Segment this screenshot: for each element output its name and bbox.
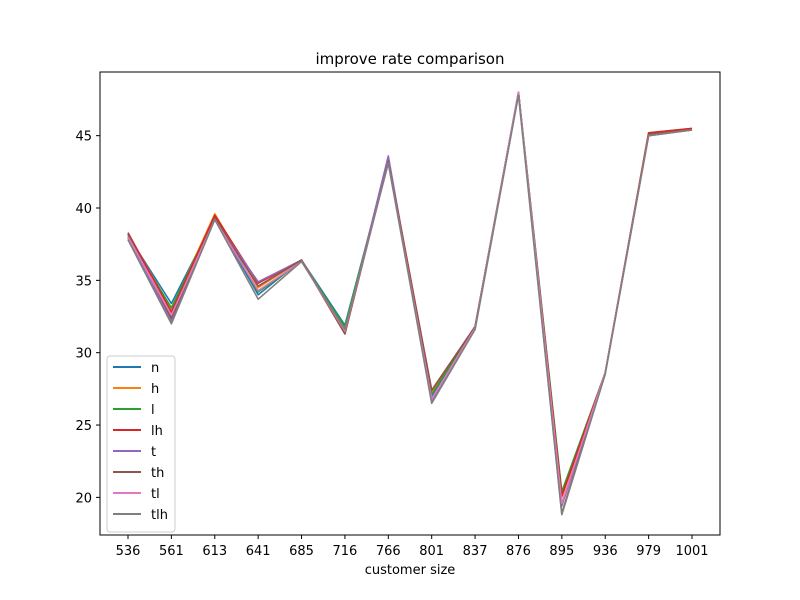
legend-label-l: l xyxy=(151,403,155,418)
y-tick-label: 20 xyxy=(75,491,92,506)
series-layer xyxy=(127,91,693,516)
y-tick-label: 30 xyxy=(75,347,92,362)
legend-label-tlh: tlh xyxy=(151,508,168,523)
y-axis: 20 25 30 35 40 45 xyxy=(75,130,100,506)
x-tick-label: 895 xyxy=(549,544,574,559)
series-line-l xyxy=(127,91,693,493)
series-line-h xyxy=(127,92,693,499)
y-tick-label: 25 xyxy=(75,419,92,434)
legend-label-h: h xyxy=(151,382,159,397)
x-axis-label: customer size xyxy=(365,563,456,578)
x-tick-label: 561 xyxy=(159,544,184,559)
y-tick-label: 45 xyxy=(75,130,92,145)
x-tick-label: 716 xyxy=(333,544,358,559)
legend-label-lh: lh xyxy=(151,424,163,439)
x-tick-label: 979 xyxy=(636,544,661,559)
legend-box xyxy=(106,355,176,533)
x-tick-label: 613 xyxy=(202,544,227,559)
series-line-lh xyxy=(127,92,693,497)
legend-label-n: n xyxy=(151,361,159,376)
x-tick-label: 837 xyxy=(463,544,488,559)
x-tick-label: 641 xyxy=(246,544,271,559)
x-tick-label: 536 xyxy=(116,544,141,559)
y-tick-label: 35 xyxy=(75,274,92,289)
series-line-tl xyxy=(127,91,693,505)
legend: nhl lh t th tl tlh xyxy=(106,355,176,533)
chart-title: improve rate comparison xyxy=(315,50,504,68)
x-tick-label: 766 xyxy=(376,544,401,559)
x-tick-label: 1001 xyxy=(675,544,708,559)
x-tick-label: 876 xyxy=(506,544,531,559)
legend-label-tl: tl xyxy=(151,487,160,502)
series-line-t xyxy=(127,91,693,507)
series-line-th xyxy=(127,91,693,515)
legend-label-t: t xyxy=(151,445,156,460)
x-axis: 536 561 613 641 685 716 766 801 837 876 895 936 979 1… xyxy=(116,535,709,559)
x-tick-label: 801 xyxy=(419,544,444,559)
x-tick-label: 685 xyxy=(289,544,314,559)
x-tick-label: 936 xyxy=(593,544,618,559)
legend-label-th: th xyxy=(151,466,164,481)
plot-frame xyxy=(99,71,721,536)
series-line-tlh xyxy=(127,94,693,516)
series-line-n xyxy=(127,91,693,496)
y-tick-label: 40 xyxy=(75,202,92,217)
